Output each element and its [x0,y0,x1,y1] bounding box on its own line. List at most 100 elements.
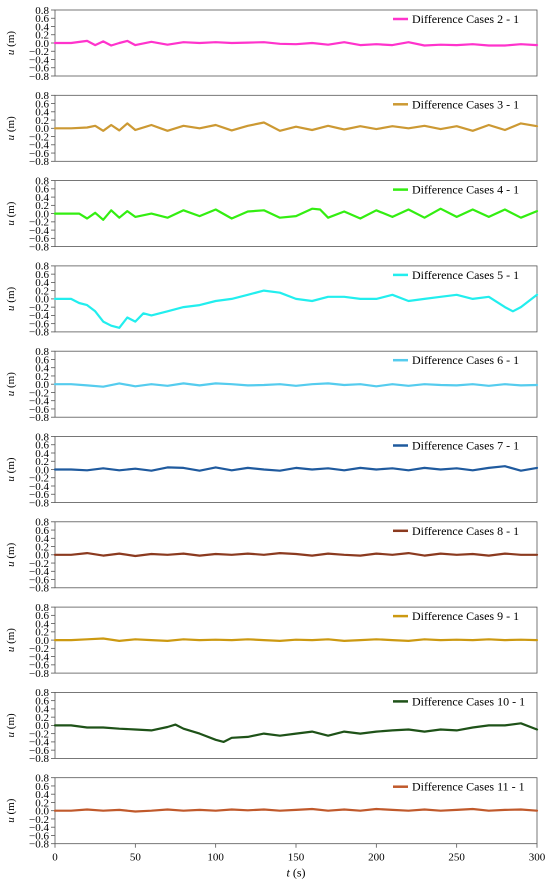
y-tick-label: 0.6 [35,440,49,452]
y-tick-label: −0.2 [29,46,49,58]
y-tick-label: −0.2 [29,131,49,143]
y-tick-label: −0.6 [29,148,49,160]
y-tick-label: 0.2 [35,541,49,553]
y-tick-label: −0.2 [29,643,49,655]
legend-label: Difference Cases 11 - 1 [412,780,525,794]
x-tick-label: 100 [207,852,224,864]
y-axis-var: u [5,476,17,482]
y-axis-unit: (m) [5,201,17,220]
y-tick-label: −0.2 [29,302,49,314]
panel-9: 0.80.60.40.20.0−0.2−0.4−0.6−0.8 u (m) Diff… [5,687,539,765]
panel-4: 0.80.60.40.20.0−0.2−0.4−0.6−0.8 u (m) Diff… [5,261,539,339]
y-axis-label: u (m) [5,31,17,55]
x-axis-unit: (s) [290,866,306,880]
panel-10: 0.80.60.40.20.0−0.2−0.4−0.6−0.8 u (m) Diff… [5,773,546,880]
y-tick-label: 0.6 [35,13,49,25]
y-tick-label: 0.8 [35,261,49,273]
y-tick-label: −0.2 [29,387,49,399]
y-tick-label: −0.8 [29,668,49,680]
y-axis-label: u (m) [5,372,17,396]
y-axis-var: u [5,134,17,140]
y-tick-label: 0.4 [35,107,49,119]
y-tick-label: 0.0 [35,38,49,50]
y-tick-label: −0.6 [29,318,49,330]
y-tick-label: 0.6 [35,269,49,281]
y-tick-label: −0.6 [29,63,49,75]
y-tick-label: 0.8 [35,431,49,443]
y-axis-unit: (m) [5,31,17,50]
y-tick-label: 0.0 [35,123,49,135]
y-tick-label: −0.8 [29,497,49,509]
y-tick-label: 0.0 [35,464,49,476]
y-tick-label: 0.8 [35,602,49,614]
legend-label: Difference Cases 8 - 1 [412,524,519,538]
y-tick-label: 0.2 [35,371,49,383]
y-tick-label: 0.4 [35,448,49,460]
y-tick-label: 0.8 [35,90,49,102]
y-tick-label: −0.4 [29,396,49,408]
y-tick-label: 0.4 [35,704,49,716]
x-tick-label: 0 [52,852,58,864]
y-tick-label: −0.2 [29,473,49,485]
y-axis-var: u [5,817,17,823]
y-axis-label: u (m) [5,628,17,652]
y-tick-label: −0.8 [29,412,49,424]
y-tick-label: 0.0 [35,550,49,562]
panel-2: 0.80.60.40.20.0−0.2−0.4−0.6−0.8 u (m) Diff… [5,90,539,168]
y-tick-label: −0.8 [29,71,49,83]
series-line [53,39,539,47]
y-tick-label: 0.4 [35,533,49,545]
y-axis-unit: (m) [5,116,17,135]
x-tick-label: 200 [368,852,385,864]
y-tick-label: 0.2 [35,712,49,724]
y-tick-label: 0.8 [35,517,49,529]
y-tick-label: 0.6 [35,354,49,366]
y-tick-label: −0.2 [29,558,49,570]
y-axis-var: u [5,731,17,737]
panel-8: 0.80.60.40.20.0−0.2−0.4−0.6−0.8 u (m) Diff… [5,602,539,680]
legend-label: Difference Cases 2 - 1 [412,12,519,26]
y-tick-label: 0.2 [35,456,49,468]
y-tick-label: 0.4 [35,363,49,375]
x-axis-label: t (s) [286,866,305,880]
y-tick-label: 0.2 [35,115,49,127]
y-axis-label: u (m) [5,713,17,737]
y-tick-label: 0.2 [35,627,49,639]
y-axis-var: u [5,220,17,226]
y-tick-label: 0.6 [35,610,49,622]
legend-label: Difference Cases 3 - 1 [412,97,519,111]
x-tick-label: 50 [130,852,142,864]
y-tick-label: −0.6 [29,745,49,757]
y-tick-label: −0.6 [29,233,49,245]
y-axis-var: u [5,646,17,652]
y-tick-label: 0.4 [35,618,49,630]
y-tick-label: 0.0 [35,379,49,391]
y-axis-unit: (m) [5,628,17,647]
series-line [53,552,539,558]
y-tick-label: 0.8 [35,175,49,187]
y-tick-label: −0.4 [29,310,49,322]
panel-6: 0.80.60.40.20.0−0.2−0.4−0.6−0.8 u (m) Diff… [5,431,539,509]
y-axis-label: u (m) [5,116,17,140]
series-line [53,121,539,132]
y-tick-label: −0.6 [29,574,49,586]
panel-1: 0.80.60.40.20.0−0.2−0.4−0.6−0.8 u (m) Diff… [5,5,539,83]
x-axis-var: t [286,866,290,880]
series-line [53,465,539,472]
y-tick-label: −0.4 [29,566,49,578]
y-axis-unit: (m) [5,542,17,561]
x-tick-label: 150 [288,852,305,864]
y-tick-label: −0.8 [29,156,49,168]
y-axis-label: u (m) [5,457,17,481]
y-tick-label: 0.8 [35,346,49,358]
y-axis-unit: (m) [5,713,17,732]
y-tick-label: 0.6 [35,98,49,110]
panel-3: 0.80.60.40.20.0−0.2−0.4−0.6−0.8 u (m) Diff… [5,175,539,253]
y-tick-label: 0.4 [35,789,49,801]
panel-7: 0.80.60.40.20.0−0.2−0.4−0.6−0.8 u (m) Diff… [5,517,539,595]
y-tick-label: −0.8 [29,241,49,253]
series-line [53,207,539,221]
y-axis-label: u (m) [5,201,17,225]
y-tick-label: 0.8 [35,5,49,17]
x-tick-label: 250 [448,852,465,864]
